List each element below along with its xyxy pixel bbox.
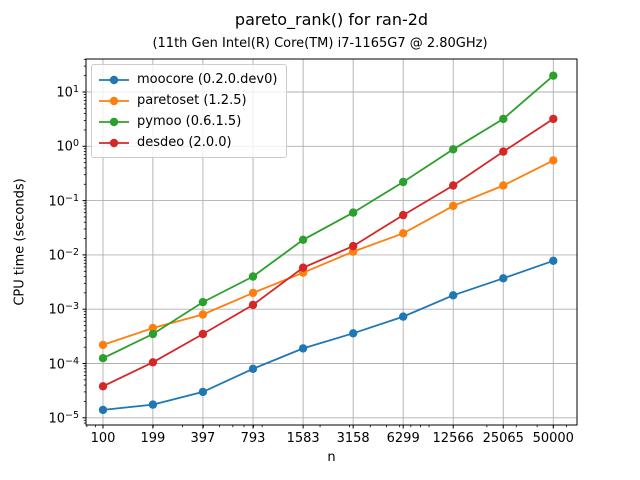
x-tick-label: 199: [140, 431, 166, 446]
data-point: [349, 208, 358, 217]
data-point: [499, 147, 508, 156]
data-point: [399, 229, 408, 238]
legend-item-moocore: moocore (0.2.0.dev0): [98, 69, 277, 90]
legend-item-desdeo: desdeo (2.0.0): [98, 132, 277, 153]
series-line: [102, 259, 554, 411]
y-tick-label: 10−1: [48, 192, 79, 209]
data-point: [399, 177, 408, 187]
legend: moocore (0.2.0.dev0) paretoset (1.2.5) pym…: [91, 64, 288, 158]
x-tick-label: 1583: [286, 431, 320, 446]
data-point: [248, 288, 258, 298]
data-point: [399, 312, 408, 321]
legend-line-marker-icon: [99, 96, 129, 105]
legend-line-marker-icon: [99, 138, 129, 147]
series-line: [102, 159, 554, 346]
legend-label: paretoset (1.2.5): [137, 93, 247, 108]
x-tick-label: 25065: [482, 431, 524, 446]
data-point: [549, 71, 558, 80]
data-point: [449, 291, 458, 300]
data-point: [148, 400, 158, 409]
x-tick-label: 6299: [386, 431, 420, 446]
data-point: [298, 235, 308, 244]
data-point: [198, 297, 208, 307]
data-point: [248, 364, 258, 373]
data-point: [549, 114, 558, 124]
legend-line-marker-icon: [99, 75, 129, 84]
data-point: [298, 263, 308, 272]
axes-spines: [85, 58, 578, 426]
y-tick-label: 10−3: [48, 301, 79, 318]
y-tick-label: 100: [56, 138, 79, 155]
legend-label: desdeo (2.0.0): [137, 135, 232, 150]
data-point: [98, 405, 108, 415]
data-point: [98, 382, 108, 391]
data-point: [499, 114, 508, 124]
data-point: [198, 310, 208, 319]
legend-label: moocore (0.2.0.dev0): [137, 72, 278, 87]
data-point: [148, 358, 158, 367]
legend-label: pymoo (0.6.1.5): [137, 114, 242, 129]
x-tick-label: 397: [190, 431, 216, 446]
chart-subtitle: (11th Gen Intel(R) Core(TM) i7-1165G7 @ …: [152, 36, 488, 51]
legend-line-marker-icon: [99, 117, 129, 126]
data-point: [248, 300, 258, 310]
x-tick-label: 3158: [336, 431, 370, 446]
data-point: [248, 272, 258, 281]
data-point: [98, 354, 108, 363]
data-point: [449, 181, 458, 190]
data-point: [198, 329, 208, 339]
data-point: [98, 340, 108, 350]
data-point: [148, 323, 158, 333]
series-line: [102, 118, 554, 388]
data-point: [499, 274, 508, 283]
series-line: [102, 75, 554, 360]
x-tick-label: 793: [240, 431, 266, 446]
data-point: [148, 329, 158, 339]
y-axis-label: CPU time (seconds): [12, 178, 28, 306]
data-point: [298, 344, 308, 353]
data-point: [549, 156, 558, 165]
x-tick-label: 12566: [432, 431, 474, 446]
y-tick-label: 10−4: [48, 355, 79, 372]
data-point: [198, 387, 208, 397]
chart-title: pareto_rank() for ran-2d: [234, 10, 429, 29]
data-point: [449, 201, 458, 211]
y-tick-label: 10−5: [48, 409, 79, 427]
data-point: [499, 181, 508, 190]
data-point: [349, 329, 358, 338]
x-tick-label: 100: [90, 431, 116, 446]
x-tick-label: 50000: [532, 431, 574, 446]
x-axis-label: n: [327, 450, 336, 465]
legend-item-pymoo: pymoo (0.6.1.5): [98, 111, 277, 132]
data-point: [449, 145, 458, 154]
data-point: [399, 210, 408, 220]
legend-item-paretoset: paretoset (1.2.5): [98, 90, 277, 111]
y-tick-label: 101: [56, 84, 79, 101]
y-tick-label: 10−2: [48, 246, 79, 264]
data-point: [549, 256, 558, 265]
data-point: [349, 241, 358, 251]
